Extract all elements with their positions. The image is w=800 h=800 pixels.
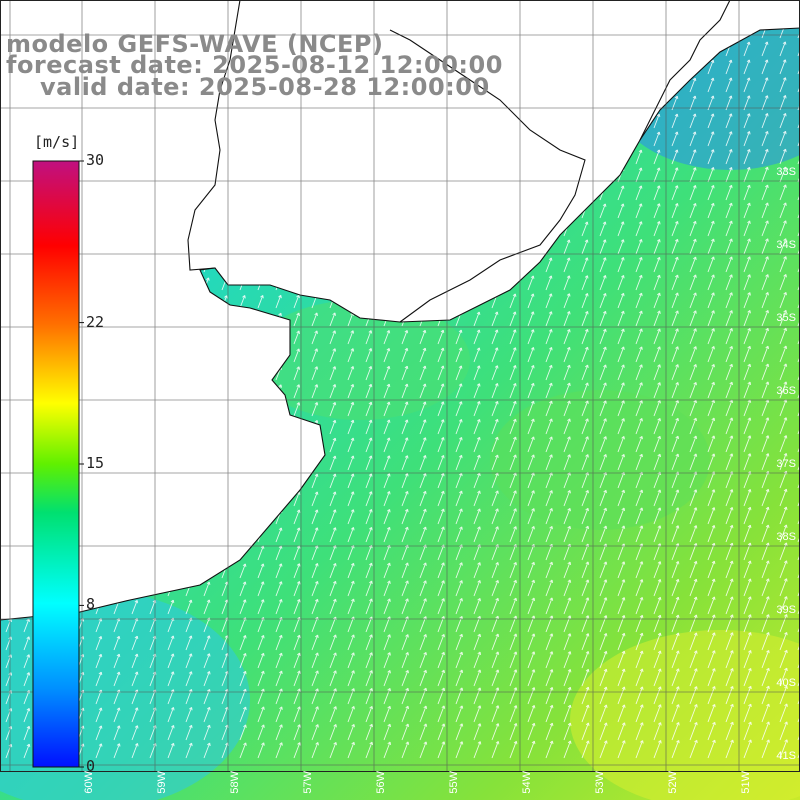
colorbar-tick-label: 22	[86, 312, 105, 331]
colorbar-tick-label: 30	[86, 151, 105, 169]
colorbar-tick-label: 8	[86, 595, 96, 614]
longitude-label: 51W	[740, 771, 752, 794]
colorbar-tick-label: 0	[86, 757, 96, 775]
latitude-label: 38S	[776, 531, 796, 543]
lat-lon-grid	[0, 0, 800, 772]
longitude-label: 60W	[83, 771, 95, 794]
latitude-label: 36S	[776, 385, 796, 397]
latitude-label: 33S	[776, 166, 796, 178]
longitude-label: 57W	[302, 771, 314, 794]
latitude-label: 35S	[776, 312, 796, 324]
latitude-label: 34S	[776, 239, 796, 251]
forecast-date-label: forecast date: 2025-08-12 12:00:00	[6, 51, 503, 79]
latitude-label: 37S	[776, 458, 796, 470]
longitude-label: 58W	[229, 771, 241, 794]
model-title: modelo GEFS-WAVE (NCEP)	[6, 30, 384, 58]
longitude-label: 59W	[156, 771, 168, 794]
longitude-label: 52W	[667, 771, 679, 794]
colorbar-tick-label: 15	[86, 454, 105, 472]
longitude-label: 55W	[448, 771, 460, 794]
latitude-label: 39S	[776, 604, 796, 616]
latitude-label: 40S	[776, 677, 796, 689]
longitude-label: 54W	[521, 771, 533, 794]
longitude-label: 56W	[375, 771, 387, 794]
colorbar-units: [m/s]	[34, 133, 80, 151]
longitude-label: 53W	[594, 771, 606, 794]
latitude-label: 41S	[776, 750, 796, 762]
colorbar	[32, 160, 84, 768]
valid-date-label: valid date: 2025-08-28 12:00:00	[40, 73, 490, 101]
